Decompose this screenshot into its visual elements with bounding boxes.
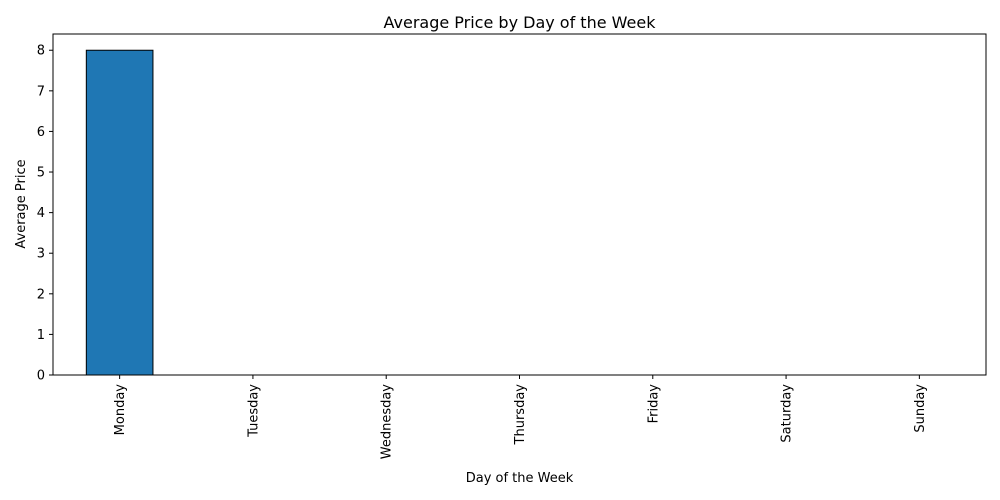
plot-area: 0 1 2 3 4 5 6 7 8 Monday Tuesday Wednesday Thursday F… [37, 33, 987, 460]
bar-monday [85, 49, 154, 376]
x-tick-label-monday: Monday [113, 384, 128, 436]
y-tick-label-6: 6 [37, 125, 45, 140]
x-tick-label-sunday: Sunday [913, 384, 928, 433]
x-tick-label-wednesday: Wednesday [380, 384, 395, 460]
x-tick-label-saturday: Saturday [780, 384, 795, 443]
y-tick-label-2: 2 [37, 287, 45, 302]
y-tick-label-1: 1 [37, 328, 45, 343]
y-tick-label-5: 5 [37, 166, 45, 181]
chart-title: Average Price by Day of the Week [384, 13, 657, 32]
y-tick-label-3: 3 [37, 247, 45, 262]
x-axis-label: Day of the Week [466, 471, 574, 486]
y-axis-label: Average Price [14, 159, 29, 248]
x-tick-label-friday: Friday [646, 384, 661, 424]
y-tick-label-0: 0 [37, 369, 45, 384]
y-tick-label-4: 4 [37, 206, 45, 221]
x-tick-label-tuesday: Tuesday [246, 384, 261, 438]
y-tick-label-7: 7 [37, 84, 45, 99]
y-tick-label-8: 8 [37, 44, 45, 59]
x-tick-label-thursday: Thursday [513, 384, 528, 446]
